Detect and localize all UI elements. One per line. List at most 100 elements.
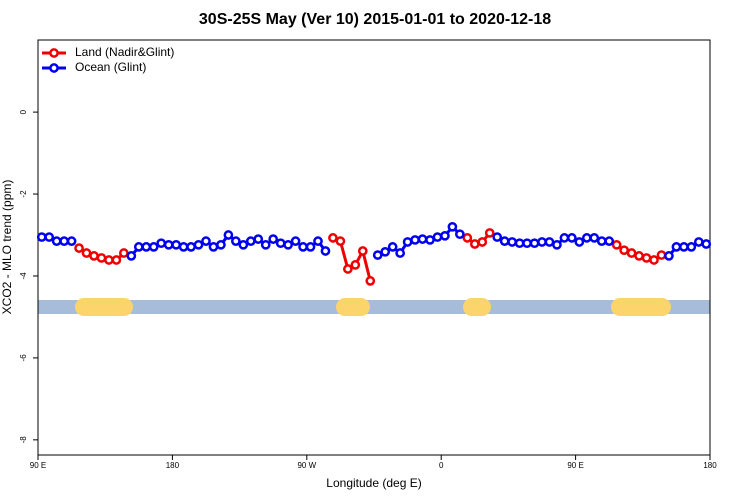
point bbox=[567, 233, 577, 243]
x-tick-label: 90 W bbox=[297, 461, 316, 470]
point bbox=[410, 235, 420, 245]
point bbox=[552, 239, 562, 250]
point bbox=[477, 237, 488, 247]
land-band bbox=[611, 298, 671, 316]
point bbox=[260, 239, 271, 250]
point bbox=[462, 233, 473, 243]
legend-label: Ocean (Glint) bbox=[75, 60, 146, 74]
point bbox=[268, 234, 279, 244]
point bbox=[380, 246, 391, 257]
point bbox=[484, 228, 495, 238]
point bbox=[111, 255, 122, 265]
point bbox=[223, 230, 234, 240]
point bbox=[671, 242, 682, 252]
point bbox=[96, 253, 107, 263]
ocean-band bbox=[38, 300, 710, 314]
point bbox=[440, 230, 450, 241]
point bbox=[686, 242, 697, 252]
point bbox=[156, 238, 167, 249]
point bbox=[283, 239, 293, 250]
point bbox=[522, 238, 532, 249]
point bbox=[36, 232, 47, 242]
point bbox=[148, 242, 159, 252]
point bbox=[537, 237, 547, 247]
surface-band bbox=[38, 298, 710, 316]
point bbox=[492, 232, 503, 242]
point bbox=[305, 242, 316, 252]
point bbox=[186, 242, 196, 252]
point bbox=[231, 236, 241, 247]
point bbox=[679, 242, 689, 252]
point bbox=[313, 236, 323, 247]
point bbox=[66, 236, 77, 247]
legend-marker bbox=[49, 48, 59, 58]
point bbox=[298, 242, 308, 252]
point bbox=[126, 251, 137, 261]
point bbox=[178, 242, 189, 252]
land-band bbox=[463, 298, 491, 316]
point bbox=[529, 238, 540, 249]
point bbox=[141, 242, 152, 252]
point bbox=[656, 250, 667, 260]
point bbox=[350, 260, 361, 270]
point bbox=[701, 239, 712, 249]
point bbox=[74, 243, 84, 253]
point bbox=[395, 248, 405, 258]
x-tick-label: 180 bbox=[166, 461, 180, 470]
point bbox=[119, 248, 129, 258]
point bbox=[664, 251, 674, 261]
point bbox=[320, 246, 331, 256]
point bbox=[343, 264, 353, 274]
point bbox=[133, 242, 144, 252]
point bbox=[51, 236, 62, 247]
point bbox=[171, 239, 181, 250]
point bbox=[365, 276, 376, 286]
legend-label: Land (Nadir&Glint) bbox=[75, 45, 174, 59]
point bbox=[589, 233, 600, 243]
point bbox=[447, 221, 458, 232]
point bbox=[208, 242, 219, 252]
point bbox=[44, 232, 55, 242]
point bbox=[275, 238, 286, 249]
point bbox=[425, 235, 435, 245]
y-tick-label: 0 bbox=[19, 109, 28, 114]
point bbox=[89, 251, 99, 261]
chart-title: 30S-25S May (Ver 10) 2015-01-01 to 2020-… bbox=[199, 11, 551, 28]
point bbox=[104, 255, 114, 265]
point bbox=[238, 239, 249, 250]
point bbox=[544, 237, 555, 247]
point bbox=[626, 248, 637, 258]
point bbox=[455, 229, 465, 240]
x-tick-label: 90 E bbox=[567, 461, 583, 470]
point bbox=[357, 246, 368, 256]
x-tick-label: 0 bbox=[439, 461, 444, 470]
point bbox=[245, 236, 256, 247]
point bbox=[193, 239, 204, 250]
point bbox=[402, 237, 413, 247]
point bbox=[201, 236, 211, 247]
point bbox=[253, 234, 264, 244]
point bbox=[611, 239, 622, 250]
point bbox=[641, 253, 652, 263]
point bbox=[574, 237, 585, 247]
point bbox=[432, 232, 443, 242]
point bbox=[634, 251, 644, 261]
point bbox=[507, 237, 517, 247]
point bbox=[163, 239, 174, 250]
point bbox=[216, 239, 226, 250]
x-tick-label: 90 E bbox=[30, 461, 46, 470]
point bbox=[649, 255, 659, 265]
point bbox=[81, 248, 92, 258]
point bbox=[417, 234, 428, 244]
point bbox=[604, 236, 615, 247]
point bbox=[581, 233, 592, 243]
x-axis-label: Longitude (deg E) bbox=[326, 476, 421, 490]
point bbox=[59, 236, 69, 247]
legend-marker bbox=[49, 63, 59, 73]
land-band bbox=[336, 298, 370, 316]
point bbox=[387, 242, 398, 252]
point bbox=[619, 245, 629, 256]
point bbox=[499, 236, 510, 247]
land-band bbox=[75, 298, 133, 316]
